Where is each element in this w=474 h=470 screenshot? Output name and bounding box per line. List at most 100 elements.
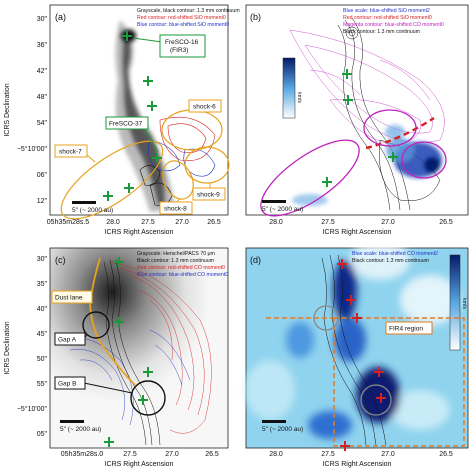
panel-d-colorbar: km/s — [449, 254, 467, 351]
label-shock-6: shock-6 — [193, 104, 216, 111]
panel-c-legend-0: Grayscale: Herschel/PACS 70 μm — [137, 251, 215, 257]
panel-b-xlabel: ICRS Right Ascension — [323, 229, 392, 236]
panel-a-callout-fresco37: FreSCO-37 — [105, 116, 159, 153]
panel-c: (c) Grayscale: Herschel/PACS 70 μm Black… — [4, 247, 229, 468]
panel-d-gap-b-circle — [360, 384, 392, 416]
d-xtick-2: 27.0 — [381, 451, 395, 458]
c-xtick-3: 26.5 — [205, 451, 219, 458]
panel-c-xticks: 05h35m28s.0 27.5 27.0 26.5 — [61, 451, 219, 458]
panel-d-fir4-callout: FIR4 region — [385, 321, 433, 335]
panel-c-dust-lane — [89, 257, 136, 386]
panel-c-label: (c) — [55, 255, 66, 265]
panel-c-gap-b-circle — [130, 380, 166, 416]
panel-b-magenta-contours — [289, 29, 445, 146]
a-ytick-0: 30" — [37, 16, 48, 23]
a-xtick-0: 05h35m28s.5 — [47, 219, 90, 226]
panel-c-legend-1: Black contour: 1.3 mm continuum — [137, 258, 214, 264]
panel-b-source-markers — [322, 69, 398, 187]
c-xtick-0: 05h35m28s.0 — [61, 451, 104, 458]
panel-c-red-contours — [109, 261, 212, 434]
a-xtick-1: 28.0 — [106, 219, 120, 226]
panel-c-legend-2: Red contour: red-shifted CO moment0 — [137, 265, 225, 271]
panel-a-yticks: 30" 36" 42" 48" 54" −5°10'00" 06" 12" — [17, 16, 48, 205]
panel-c-ylabel: ICRS Declination — [4, 321, 11, 374]
panel-c-scalebar: 5" (~ 2000 au) — [60, 420, 101, 433]
panel-b-legend-0: Blue scale: blue-shifted SiO moment2 — [343, 8, 430, 14]
c-ytick-5: 55" — [37, 381, 48, 388]
panel-b-colorbar-label: km/s — [296, 92, 302, 103]
panel-a-xlabel: ICRS Right Ascension — [105, 229, 174, 236]
c-ytick-1: 35" — [37, 281, 48, 288]
panel-c-source-markers — [104, 257, 153, 447]
c-ytick-4: 50" — [37, 356, 48, 363]
panel-d-label: (d) — [250, 255, 261, 265]
a-xtick-4: 26.5 — [207, 219, 221, 226]
callout-fresco37: FreSCO-37 — [109, 121, 143, 128]
panel-b-legend-3: Black contour: 1.3 mm continuum — [343, 29, 420, 35]
panel-a-shock-labels: shock-6 shock-7 shock-8 shock-9 — [54, 99, 226, 215]
label-shock-9: shock-9 — [197, 192, 220, 199]
panel-b-blue-moment2 — [292, 125, 442, 206]
panel-a-legend-2: Blue contour: blue-shifted SiO moment0 — [137, 22, 229, 28]
callout-gap-a: Gap A — [58, 337, 77, 344]
a-ytick-5: −5°10'00" — [17, 145, 48, 153]
callout-fresco16: FreSCO-16 — [165, 39, 199, 46]
panel-c-xlabel: ICRS Right Ascension — [105, 461, 174, 468]
a-xtick-3: 27.0 — [175, 219, 189, 226]
panel-b-legend: Blue scale: blue-shifted SiO moment2 Red… — [343, 8, 444, 35]
panel-a-source-markers — [103, 31, 162, 201]
callout-dust-lane: Dust lane — [55, 295, 83, 302]
panel-d-xticks: 28.0 27.5 27.0 26.5 — [269, 451, 453, 458]
panel-d-source-markers — [337, 259, 386, 451]
callout-gap-b: Gap B — [58, 381, 76, 388]
panel-b-xticks: 28.0 27.5 27.0 26.5 — [269, 219, 453, 226]
a-ytick-2: 42" — [37, 68, 48, 75]
a-ytick-3: 48" — [37, 94, 48, 101]
panel-a: (a) Grayscale, black contour: 1.3 mm con… — [4, 4, 240, 236]
b-xtick-1: 27.5 — [321, 219, 335, 226]
panel-d-xlabel: ICRS Right Ascension — [323, 461, 392, 468]
panel-b-scalebar: 5" (~ 2000 au) — [262, 200, 303, 213]
panel-a-legend-0: Grayscale, black contour: 1.3 mm continu… — [137, 8, 240, 14]
panel-a-ylabel: ICRS Declination — [4, 83, 11, 136]
panel-c-callouts: Dust lane Gap A Gap B — [51, 290, 133, 394]
b-xtick-0: 28.0 — [269, 219, 283, 226]
panel-d-fir4-box — [333, 317, 465, 447]
c-xtick-1: 27.5 — [123, 451, 137, 458]
c-ytick-2: 40" — [37, 306, 48, 313]
panel-b-dashed-line — [365, 116, 435, 150]
d-xtick-1: 27.5 — [321, 451, 335, 458]
callout-fir3: (FIR3) — [170, 47, 188, 54]
c-ytick-6: −5°10'00" — [17, 405, 48, 413]
b-xtick-3: 26.5 — [439, 219, 453, 226]
a-xtick-2: 27.5 — [141, 219, 155, 226]
c-ytick-7: 05" — [37, 431, 48, 438]
panel-d-blue-moment2 — [245, 240, 460, 439]
panel-a-xticks: 05h35m28s.5 28.0 27.5 27.0 26.5 — [47, 219, 221, 226]
panel-a-legend: Grayscale, black contour: 1.3 mm continu… — [137, 8, 240, 28]
callout-fir4-region: FIR4 region — [389, 326, 423, 333]
a-ytick-1: 36" — [37, 42, 48, 49]
d-xtick-3: 26.5 — [439, 451, 453, 458]
panel-d-legend-1: Black contour: 1.3 mm continuum — [352, 258, 429, 264]
panel-d-scalebar-text: 5" (~ 2000 au) — [262, 426, 303, 433]
panel-c-yticks: 30" 35" 40" 45" 50" 55" −5°10'00" 05" — [17, 256, 48, 438]
panel-b-legend-1: Red contour: red-shifted SiO moment0 — [343, 15, 432, 21]
panel-b-colorbar: km/s — [282, 57, 302, 119]
panel-a-scalebar-text: 5" (~ 2000 au) — [72, 207, 113, 214]
panel-a-label: (a) — [55, 12, 66, 22]
panel-d: km/s (d) Blue scale: blue-shifted CO mom… — [245, 240, 469, 468]
panel-d-legend-0: Blue scale: blue-shifted CO moment2 — [352, 251, 438, 257]
d-xtick-0: 28.0 — [269, 451, 283, 458]
panel-b-ellipses — [260, 109, 447, 217]
panel-b-legend-2: Magenta contour: blue-shifted CO moment0 — [343, 22, 444, 28]
panel-c-legend: Grayscale: Herschel/PACS 70 μm Black con… — [137, 251, 228, 278]
panel-b-label: (b) — [250, 12, 261, 22]
panel-d-scalebar: 5" (~ 2000 au) — [262, 420, 303, 433]
panel-c-scalebar-text: 5" (~ 2000 au) — [60, 426, 101, 433]
panel-a-legend-1: Red contour: red-shifted SiO moment0 — [137, 15, 226, 21]
panel-a-scalebar: 5" (~ 2000 au) — [72, 201, 113, 214]
a-ytick-4: 54" — [37, 120, 48, 127]
panel-a-callout-fresco16: FreSCO-16 (FIR3) — [132, 34, 206, 58]
